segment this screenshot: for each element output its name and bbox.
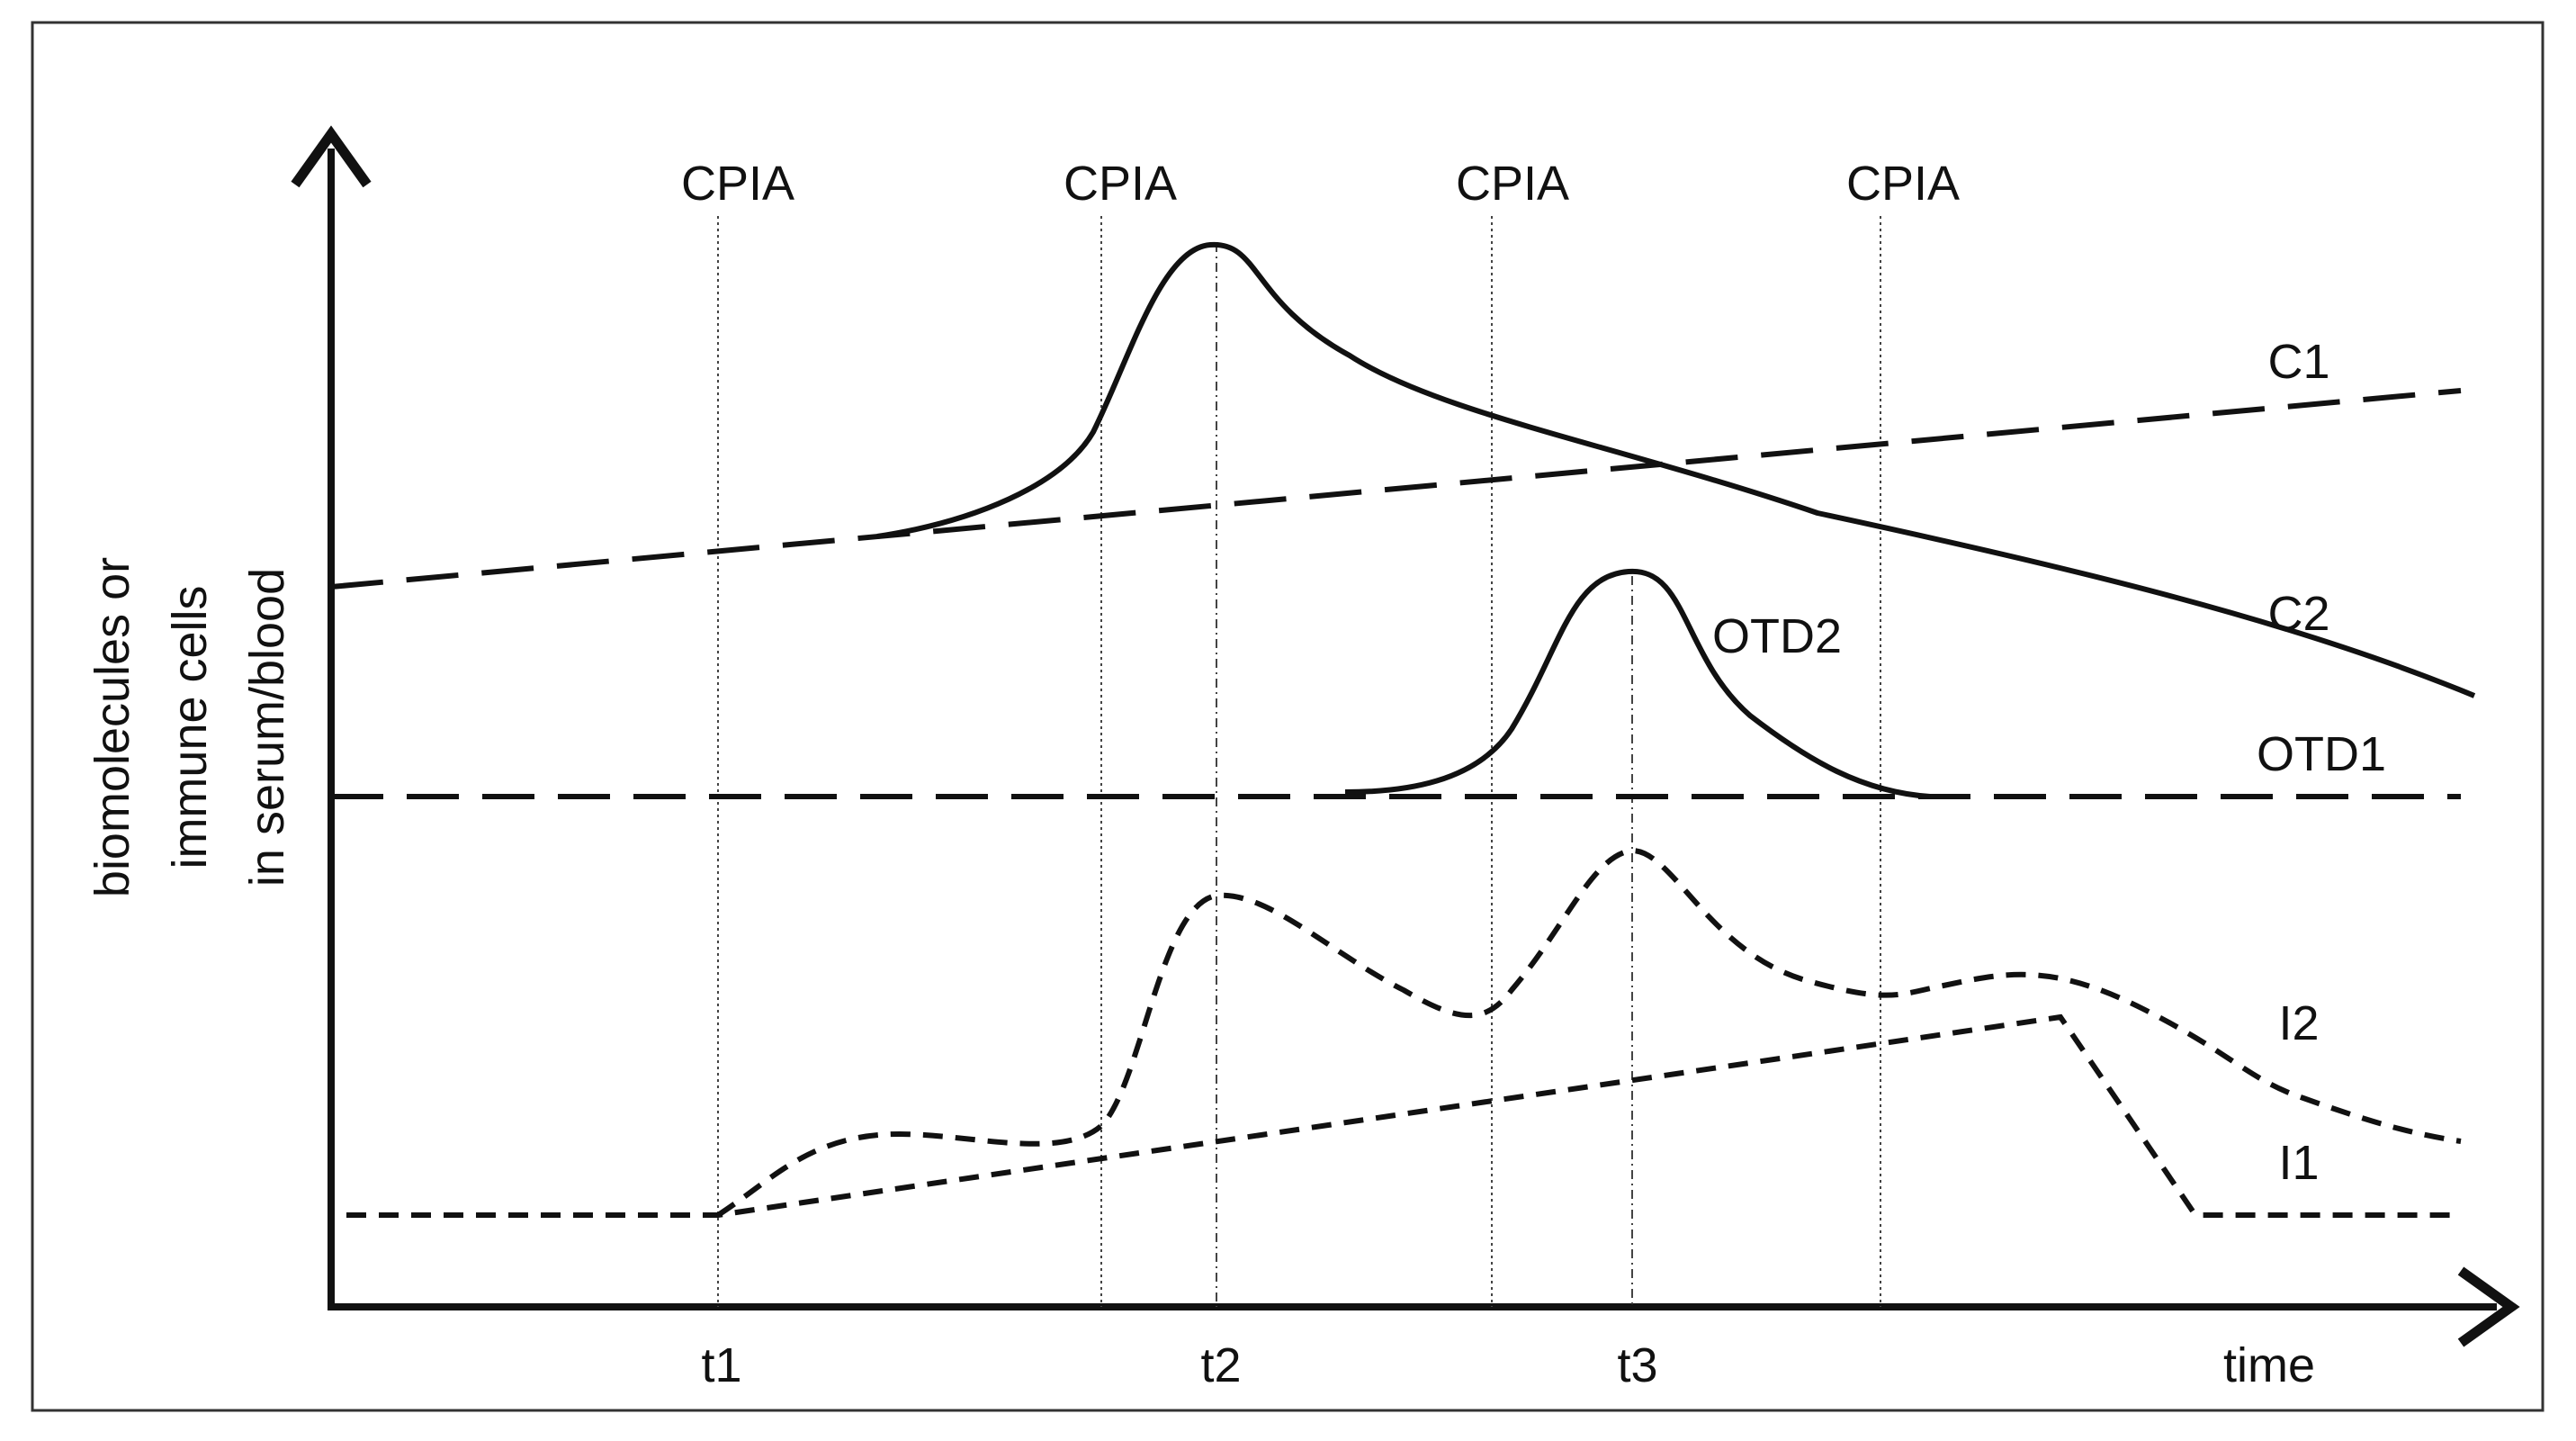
curve-i1 <box>346 1013 2461 1218</box>
cpia-guides <box>717 216 1881 1307</box>
c2-label: C2 <box>2267 587 2329 641</box>
y-axis-label-line-3: in serum/blood <box>240 568 294 887</box>
t1-label: t1 <box>701 1338 741 1392</box>
timepoint-guides <box>1216 243 1633 1307</box>
t3-label: t3 <box>1617 1338 1657 1392</box>
c1-label: C1 <box>2267 335 2329 389</box>
cpia-label-3: CPIA <box>1456 157 1569 211</box>
t2-label: t2 <box>1200 1338 1241 1392</box>
cpia-label-2: CPIA <box>1064 157 1177 211</box>
y-axis-label: biomolecules or immune cells in serum/bl… <box>85 557 294 897</box>
i1-label: I1 <box>2278 1136 2319 1190</box>
curve-i2 <box>716 847 2462 1218</box>
curve-c1 <box>330 388 2462 590</box>
otd1-label: OTD1 <box>2257 727 2386 781</box>
x-axis-label: time <box>2223 1338 2315 1392</box>
y-axis-label-line-1: biomolecules or <box>85 557 139 897</box>
figure-border <box>31 21 2545 1412</box>
otd2-label: OTD2 <box>1712 609 1842 663</box>
cpia-label-1: CPIA <box>681 157 794 211</box>
i2-label: I2 <box>2278 996 2319 1050</box>
cpia-label-4: CPIA <box>1846 157 1960 211</box>
curve-c2 <box>876 241 2476 698</box>
y-axis-label-line-2: immune cells <box>163 585 217 869</box>
curve-otd2 <box>1344 568 1931 799</box>
